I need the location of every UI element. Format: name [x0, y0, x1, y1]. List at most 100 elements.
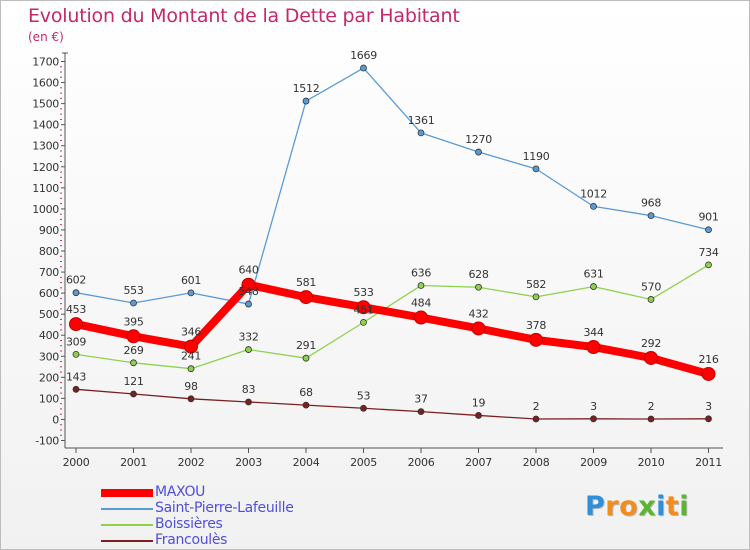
data-point: [69, 317, 83, 332]
legend-label: Saint-Pierre-Lafeuille: [155, 500, 294, 516]
data-label: 378: [526, 319, 546, 332]
data-point: [414, 310, 428, 325]
y-minor-tick: [60, 87, 62, 89]
y-minor-tick: [60, 382, 62, 384]
y-minor-tick: [60, 408, 62, 410]
y-minor-tick: [60, 234, 62, 236]
data-label: 19: [472, 396, 486, 409]
data-label: 432: [468, 307, 488, 320]
y-minor-tick: [60, 66, 62, 68]
y-tick-label: 1600: [32, 77, 59, 90]
y-tick-label: 200: [39, 371, 59, 384]
data-point: [647, 212, 655, 220]
legend-label: MAXOU: [155, 484, 206, 500]
data-point: [360, 64, 367, 72]
data-point: [245, 300, 252, 308]
y-minor-tick: [60, 255, 62, 257]
data-point: [475, 283, 482, 291]
data-label: 1669: [350, 49, 377, 62]
data-point: [187, 365, 195, 373]
data-label: 1190: [523, 150, 550, 163]
data-point: [241, 277, 256, 292]
data-label: 269: [123, 344, 143, 357]
logo-letter: x: [638, 491, 657, 522]
legend-swatch: [101, 489, 153, 497]
data-point: [187, 289, 195, 297]
y-tick-label: -100: [35, 435, 59, 448]
data-label: 332: [238, 331, 258, 344]
data-point: [532, 293, 540, 301]
logo-letter: o: [619, 491, 639, 522]
y-minor-tick: [60, 297, 62, 299]
data-point: [130, 299, 137, 307]
data-point: [475, 148, 482, 156]
x-tick-label: 2003: [235, 456, 262, 469]
data-point: [417, 282, 425, 289]
data-label: 553: [123, 284, 143, 297]
data-point: [72, 289, 80, 297]
y-tick-label: 400: [39, 329, 59, 342]
y-minor-tick: [60, 366, 62, 368]
data-point: [72, 385, 80, 393]
y-minor-tick: [60, 318, 62, 320]
data-point: [705, 261, 712, 269]
x-tick-label: 2009: [580, 456, 607, 469]
data-label: 1361: [408, 114, 435, 127]
data-label: 344: [583, 326, 603, 339]
y-minor-tick: [60, 303, 62, 305]
y-minor-tick: [60, 429, 62, 431]
y-tick-label: 1500: [32, 98, 59, 111]
y-tick-label: 0: [52, 413, 59, 426]
y-minor-tick: [60, 218, 62, 220]
data-point: [360, 318, 367, 326]
series-line: [75, 67, 710, 305]
y-minor-tick: [60, 150, 62, 152]
y-tick-label: 1000: [32, 203, 59, 216]
y-minor-tick: [60, 192, 62, 194]
data-label: 346: [181, 326, 201, 339]
data-point: [705, 226, 712, 234]
legend-label: Francoulès: [155, 532, 228, 548]
y-minor-tick: [60, 113, 62, 115]
data-label: 533: [353, 286, 373, 299]
y-minor-tick: [60, 171, 62, 173]
data-point: [705, 415, 712, 423]
data-point: [126, 329, 141, 344]
data-point: [187, 395, 195, 403]
data-label: 582: [526, 278, 546, 291]
data-point: [245, 398, 252, 406]
y-minor-tick: [60, 403, 62, 405]
chart-title: Evolution du Montant de la Dette par Hab…: [28, 5, 460, 27]
data-label: 292: [641, 337, 661, 350]
y-minor-tick: [60, 118, 62, 120]
y-minor-tick: [60, 134, 62, 136]
data-label: 53: [357, 389, 371, 402]
y-minor-tick: [60, 176, 62, 178]
y-minor-tick: [60, 139, 62, 141]
y-tick-label: 500: [39, 308, 59, 321]
y-minor-tick: [60, 261, 62, 263]
data-point: [302, 97, 310, 105]
y-minor-tick: [60, 197, 62, 199]
y-tick-label: 300: [39, 350, 59, 363]
data-label: 68: [299, 386, 313, 399]
y-tick-label: 900: [39, 224, 59, 237]
x-tick-label: 2005: [350, 456, 377, 469]
x-tick-label: 2006: [408, 456, 435, 469]
logo-letter: r: [605, 491, 620, 522]
y-minor-tick: [60, 371, 62, 373]
data-point: [532, 415, 540, 423]
y-minor-tick: [60, 361, 62, 363]
y-minor-tick: [60, 76, 62, 78]
y-minor-tick: [60, 329, 62, 331]
y-tick-label: 100: [39, 392, 59, 405]
data-point: [302, 354, 310, 362]
data-label: 1512: [293, 82, 320, 95]
data-point: [532, 165, 540, 173]
data-label: 83: [242, 383, 256, 396]
data-point: [417, 408, 425, 416]
y-minor-tick: [60, 129, 62, 131]
x-tick-label: 2010: [638, 456, 665, 469]
